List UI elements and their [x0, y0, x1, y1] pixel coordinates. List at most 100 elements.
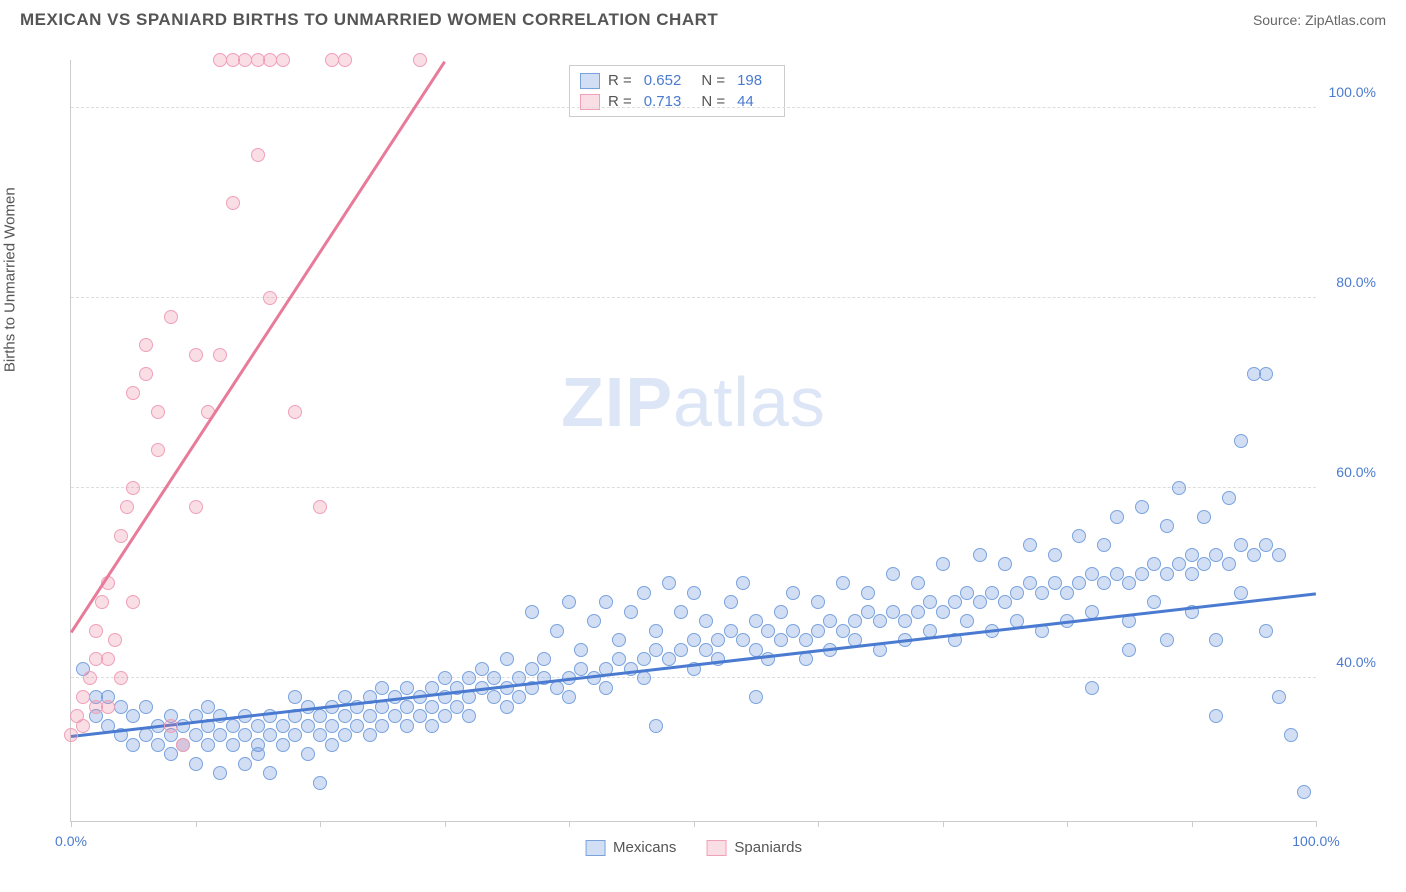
data-point	[674, 643, 688, 657]
data-point	[363, 709, 377, 723]
data-point	[139, 338, 153, 352]
data-point	[114, 671, 128, 685]
data-point	[774, 605, 788, 619]
gridline-h	[71, 677, 1316, 678]
data-point	[998, 595, 1012, 609]
data-point	[1284, 728, 1298, 742]
x-tick	[694, 821, 695, 827]
data-point	[811, 624, 825, 638]
chart-title: MEXICAN VS SPANIARD BIRTHS TO UNMARRIED …	[20, 10, 718, 30]
data-point	[139, 700, 153, 714]
data-point	[799, 652, 813, 666]
data-point	[325, 738, 339, 752]
legend-label: Mexicans	[613, 839, 676, 856]
data-point	[562, 690, 576, 704]
data-point	[475, 662, 489, 676]
data-point	[226, 196, 240, 210]
data-point	[711, 633, 725, 647]
data-point	[126, 738, 140, 752]
data-point	[1172, 557, 1186, 571]
x-tick	[943, 821, 944, 827]
data-point	[1110, 510, 1124, 524]
data-point	[1234, 538, 1248, 552]
data-point	[612, 633, 626, 647]
data-point	[687, 586, 701, 600]
data-point	[1060, 586, 1074, 600]
data-point	[189, 500, 203, 514]
data-point	[911, 576, 925, 590]
data-point	[1247, 548, 1261, 562]
data-point	[176, 738, 190, 752]
data-point	[948, 595, 962, 609]
data-point	[649, 719, 663, 733]
data-point	[76, 690, 90, 704]
data-point	[761, 624, 775, 638]
data-point	[973, 548, 987, 562]
data-point	[1122, 643, 1136, 657]
y-axis-label: Births to Unmarried Women	[2, 187, 19, 372]
data-point	[637, 671, 651, 685]
x-tick	[569, 821, 570, 827]
data-point	[1072, 529, 1086, 543]
data-point	[363, 728, 377, 742]
data-point	[774, 633, 788, 647]
data-point	[1172, 481, 1186, 495]
x-tick	[196, 821, 197, 827]
data-point	[861, 605, 875, 619]
data-point	[998, 557, 1012, 571]
data-point	[1259, 367, 1273, 381]
watermark-bold: ZIP	[561, 363, 673, 441]
data-point	[313, 728, 327, 742]
data-point	[960, 614, 974, 628]
data-point	[388, 709, 402, 723]
data-point	[898, 614, 912, 628]
data-point	[375, 681, 389, 695]
data-point	[151, 443, 165, 457]
data-point	[164, 310, 178, 324]
data-point	[1272, 548, 1286, 562]
data-point	[848, 614, 862, 628]
data-point	[164, 719, 178, 733]
data-point	[263, 728, 277, 742]
x-tick	[1316, 821, 1317, 827]
data-point	[238, 757, 252, 771]
data-point	[83, 671, 97, 685]
data-point	[1135, 500, 1149, 514]
data-point	[1209, 709, 1223, 723]
data-point	[1197, 557, 1211, 571]
data-point	[288, 690, 302, 704]
data-point	[213, 766, 227, 780]
data-point	[936, 605, 950, 619]
data-point	[462, 709, 476, 723]
data-point	[1110, 567, 1124, 581]
data-point	[525, 605, 539, 619]
chart-container: Births to Unmarried Women ZIPatlas R =0.…	[20, 40, 1386, 872]
data-point	[313, 500, 327, 514]
data-point	[736, 576, 750, 590]
data-point	[674, 605, 688, 619]
data-point	[649, 643, 663, 657]
plot-area: ZIPatlas R =0.652N =198R =0.713N =44 Mex…	[70, 60, 1316, 822]
chart-header: MEXICAN VS SPANIARD BIRTHS TO UNMARRIED …	[0, 0, 1406, 30]
data-point	[662, 576, 676, 590]
data-point	[599, 595, 613, 609]
data-point	[226, 738, 240, 752]
data-point	[1209, 633, 1223, 647]
legend-swatch	[706, 840, 726, 856]
data-point	[886, 567, 900, 581]
data-point	[985, 586, 999, 600]
data-point	[973, 595, 987, 609]
data-point	[886, 605, 900, 619]
data-point	[313, 776, 327, 790]
data-point	[151, 738, 165, 752]
data-point	[724, 624, 738, 638]
data-point	[1135, 567, 1149, 581]
source-link[interactable]: ZipAtlas.com	[1305, 12, 1386, 28]
legend-swatch	[585, 840, 605, 856]
data-point	[413, 53, 427, 67]
data-point	[1197, 510, 1211, 524]
data-point	[749, 643, 763, 657]
data-point	[736, 633, 750, 647]
data-point	[276, 53, 290, 67]
legend-label: Spaniards	[734, 839, 802, 856]
